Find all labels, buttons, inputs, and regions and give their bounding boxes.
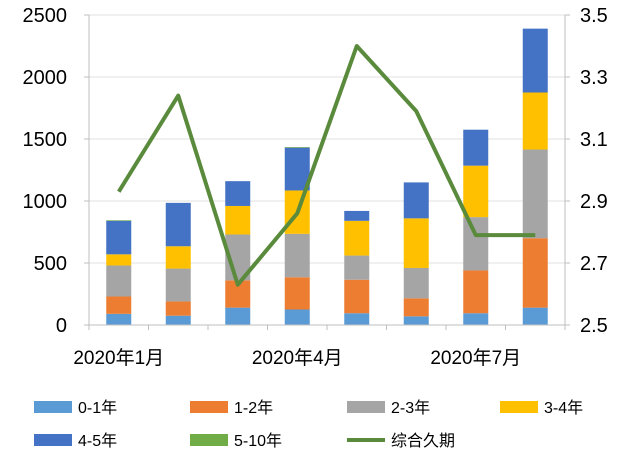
bar-segment	[106, 254, 132, 266]
bar-segment	[403, 218, 429, 268]
bar-segment	[522, 28, 548, 93]
left-tick-label: 0	[56, 315, 67, 337]
legend-label: 3-4年	[544, 399, 583, 417]
axes	[88, 15, 566, 326]
bar-segment	[522, 238, 548, 308]
duration-line-path	[117, 44, 536, 287]
bar-segment	[106, 265, 132, 297]
bar-segment	[463, 313, 489, 325]
legend-label: 4-5年	[78, 432, 117, 450]
legend-swatch	[347, 401, 385, 413]
bar-segment	[463, 270, 489, 314]
right-tick-label: 3.5	[580, 5, 608, 27]
bar-segment	[284, 309, 310, 325]
right-tick-label: 2.9	[580, 191, 608, 213]
bar-segment	[344, 210, 370, 221]
right-tick-label: 2.5	[580, 315, 608, 337]
gridlines	[89, 14, 565, 264]
bar-segment	[106, 313, 132, 325]
bar-segment	[522, 307, 548, 325]
legend-swatch	[500, 401, 538, 413]
bar-segment	[522, 92, 548, 150]
left-tick-label: 2000	[23, 67, 68, 89]
legend: 0-1年 1-2年 2-3年 3-4年 4-5年 5-10年 综合久期	[34, 399, 583, 450]
x-tick-label: 2020年7月	[430, 347, 521, 369]
bar-segment	[165, 246, 191, 269]
x-tick-label: 2020年4月	[252, 347, 343, 369]
bar-segment	[106, 220, 132, 255]
x-axis-ticks: 2020年1月 2020年4月 2020年7月	[73, 325, 566, 369]
legend-swatch	[34, 434, 72, 446]
bar-segment	[344, 255, 370, 280]
bar-segment	[344, 313, 370, 325]
bar-segment	[284, 277, 310, 310]
right-tick-label: 3.1	[580, 129, 608, 151]
legend-label: 1-2年	[234, 399, 273, 417]
bar-segment	[106, 220, 132, 221]
bar-segment	[165, 301, 191, 316]
bar-segment	[225, 307, 251, 325]
bar-segment	[463, 217, 489, 271]
bar-segment	[284, 233, 310, 278]
legend-swatch	[190, 401, 228, 413]
bar-segment	[403, 267, 429, 299]
bar-segment	[284, 147, 310, 191]
bar-segment	[522, 149, 548, 239]
legend-swatch	[190, 434, 228, 446]
bars	[106, 28, 548, 325]
bar-segment	[344, 220, 370, 256]
bar-segment	[165, 315, 191, 325]
bar-segment	[403, 182, 429, 219]
left-tick-label: 1500	[23, 129, 68, 151]
bar-segment	[403, 316, 429, 325]
legend-label: 2-3年	[391, 399, 430, 417]
legend-swatch	[34, 401, 72, 413]
x-tick-label: 2020年1月	[73, 347, 164, 369]
bar-segment	[225, 181, 251, 206]
bar-segment	[463, 165, 489, 218]
bar-segment	[463, 129, 489, 166]
bar-segment	[106, 296, 132, 314]
right-axis-ticks: 2.5 2.7 2.9 3.1 3.3 3.5	[565, 5, 608, 337]
bar-segment	[284, 147, 310, 148]
bar-segment	[225, 205, 251, 235]
bar-segment	[165, 268, 191, 302]
left-tick-label: 1000	[23, 191, 68, 213]
left-tick-label: 500	[34, 253, 67, 275]
bar-segment	[165, 202, 191, 247]
right-tick-label: 2.7	[580, 253, 608, 275]
left-tick-label: 2500	[23, 5, 68, 27]
bar-segment	[344, 279, 370, 314]
legend-label: 5-10年	[234, 432, 282, 450]
right-tick-label: 3.3	[580, 67, 608, 89]
left-axis-ticks: 0 500 1000 1500 2000 2500	[23, 5, 89, 337]
legend-label: 0-1年	[78, 399, 117, 417]
legend-label: 综合久期	[391, 432, 455, 450]
duration-line	[117, 44, 536, 287]
bar-segment	[403, 298, 429, 317]
